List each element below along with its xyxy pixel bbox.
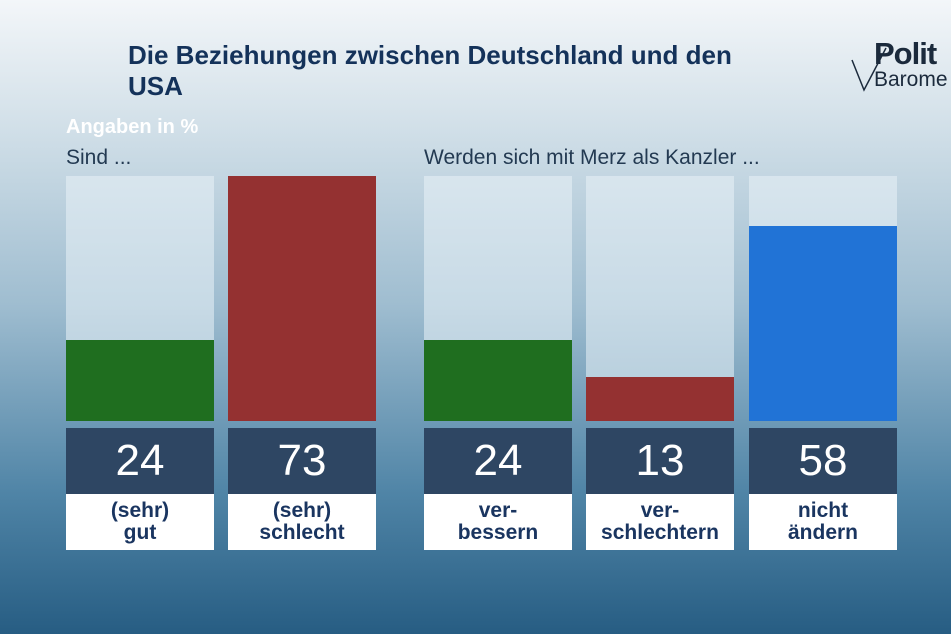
bar bbox=[586, 377, 734, 421]
bar-value-label: 24 bbox=[66, 428, 214, 494]
bar-track bbox=[66, 176, 214, 421]
bar-column: 13 ver- schlechtern bbox=[586, 176, 734, 550]
bar-value-label: 13 bbox=[586, 428, 734, 494]
category-label: (sehr) gut bbox=[66, 494, 214, 550]
logo-check-mark-icon bbox=[851, 47, 887, 92]
politbarometer-logo: Polit Barome bbox=[850, 36, 951, 98]
bar-track bbox=[749, 176, 897, 421]
chart-title: Die Beziehungen zwischen Deutschland und… bbox=[128, 40, 732, 101]
bar bbox=[424, 340, 572, 421]
bar-column: 73 (sehr) schlecht bbox=[228, 176, 376, 550]
bar bbox=[228, 176, 376, 421]
bar-track bbox=[586, 176, 734, 421]
bar-column: 58 nicht ändern bbox=[749, 176, 897, 550]
logo-line2: Barome bbox=[874, 68, 948, 91]
category-label: nicht ändern bbox=[749, 494, 897, 550]
bar-track bbox=[228, 176, 376, 421]
bar-column: 24 ver- bessern bbox=[424, 176, 572, 550]
bar-value-label: 58 bbox=[749, 428, 897, 494]
bar bbox=[66, 340, 214, 421]
bar-column: 24 (sehr) gut bbox=[66, 176, 214, 550]
unit-note: Angaben in % bbox=[66, 116, 199, 138]
category-label: ver- bessern bbox=[424, 494, 572, 550]
category-label: ver- schlechtern bbox=[586, 494, 734, 550]
bar-track bbox=[424, 176, 572, 421]
logo-line1: Polit bbox=[874, 36, 937, 71]
bar-value-label: 24 bbox=[424, 428, 572, 494]
right-chart-subtitle: Werden sich mit Merz als Kanzler ... bbox=[424, 146, 760, 169]
bar bbox=[749, 226, 897, 421]
category-label: (sehr) schlecht bbox=[228, 494, 376, 550]
bar-value-label: 73 bbox=[228, 428, 376, 494]
left-chart-subtitle: Sind ... bbox=[66, 146, 132, 169]
